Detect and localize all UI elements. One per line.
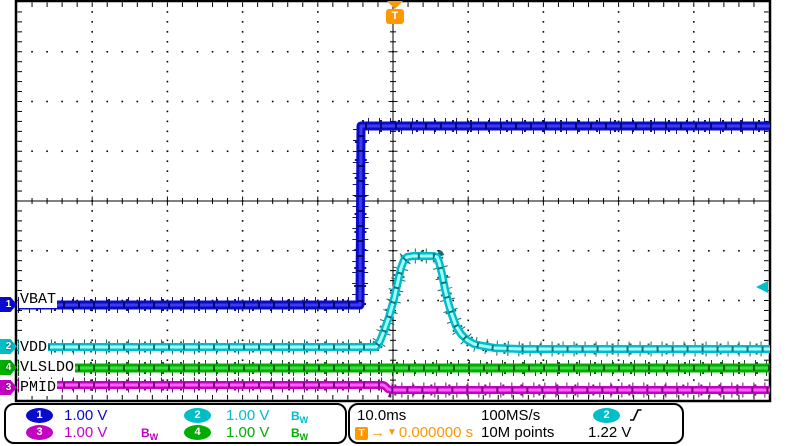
channel-3-marker[interactable]: 3 — [0, 380, 17, 395]
record-length-readout: 10M points — [481, 424, 555, 441]
trigger-arrow-icon: → — [370, 424, 385, 441]
channel-4-marker[interactable]: 4 — [0, 360, 17, 375]
trigger-source-badge[interactable]: 2 — [593, 408, 620, 423]
waveform-pmid — [18, 377, 770, 398]
channel-2-badge[interactable]: 2 — [184, 408, 211, 423]
graticule — [14, 0, 772, 403]
waveform-vbat — [18, 118, 770, 313]
trigger-time-value: 0.000000 s — [398, 424, 474, 441]
sample-rate-readout: 100MS/s — [481, 407, 541, 424]
bw-sub-letter: W — [299, 415, 309, 425]
rising-edge-slope-icon — [630, 409, 642, 421]
trace-label-vlsldo: VLSLDO — [19, 359, 76, 376]
channel-2-scale: 1.00 V — [226, 407, 270, 424]
bw-sub-letter: W — [149, 432, 159, 442]
bw-letter: B — [291, 409, 300, 423]
channel-1-badge[interactable]: 1 — [26, 408, 53, 423]
trigger-level-arrow[interactable] — [756, 281, 768, 293]
channel-2-marker[interactable]: 2 — [0, 339, 17, 354]
trace-label-vdd: VDD — [19, 339, 49, 356]
horizontal-trigger-readouts-box[interactable]: 10.0ms 100MS/s 2 T → ▼ 0.000000 s 10M point… — [348, 403, 684, 444]
trace-label-pmid: PMID — [19, 379, 58, 396]
channel-2-bandwidth-icon: BW — [291, 408, 308, 428]
waveform-vdd — [18, 248, 770, 357]
bw-letter: B — [141, 426, 150, 440]
trigger-icon: T — [355, 426, 368, 440]
channel-4-bandwidth-icon: BW — [291, 425, 308, 445]
trigger-level-readout: 1.22 V — [588, 424, 632, 441]
timebase-readout: 10.0ms — [357, 407, 407, 424]
trigger-position-triangle-icon[interactable] — [387, 1, 403, 9]
trigger-position-readout: T → ▼ 0.000000 s — [355, 425, 473, 441]
channel-4-badge[interactable]: 4 — [184, 425, 211, 440]
channel-1-marker[interactable]: 1 — [0, 297, 17, 312]
bw-letter: B — [291, 426, 300, 440]
channel-3-badge[interactable]: 3 — [26, 425, 53, 440]
trigger-t-marker[interactable]: T — [386, 9, 404, 24]
trace-label-vbat: VBAT — [19, 291, 58, 308]
trigger-marker-icon: ▼ — [387, 427, 397, 438]
channel-3-scale: 1.00 V — [64, 424, 108, 441]
channel-1-scale: 1.00 V — [64, 407, 108, 424]
channel-readouts-box[interactable]: 1 1.00 V 2 1.00 V BW 3 1.00 V BW 4 1.00 … — [4, 403, 347, 444]
channel-3-bandwidth-icon: BW — [141, 425, 158, 445]
channel-4-scale: 1.00 V — [226, 424, 270, 441]
bw-sub-letter: W — [299, 432, 309, 442]
